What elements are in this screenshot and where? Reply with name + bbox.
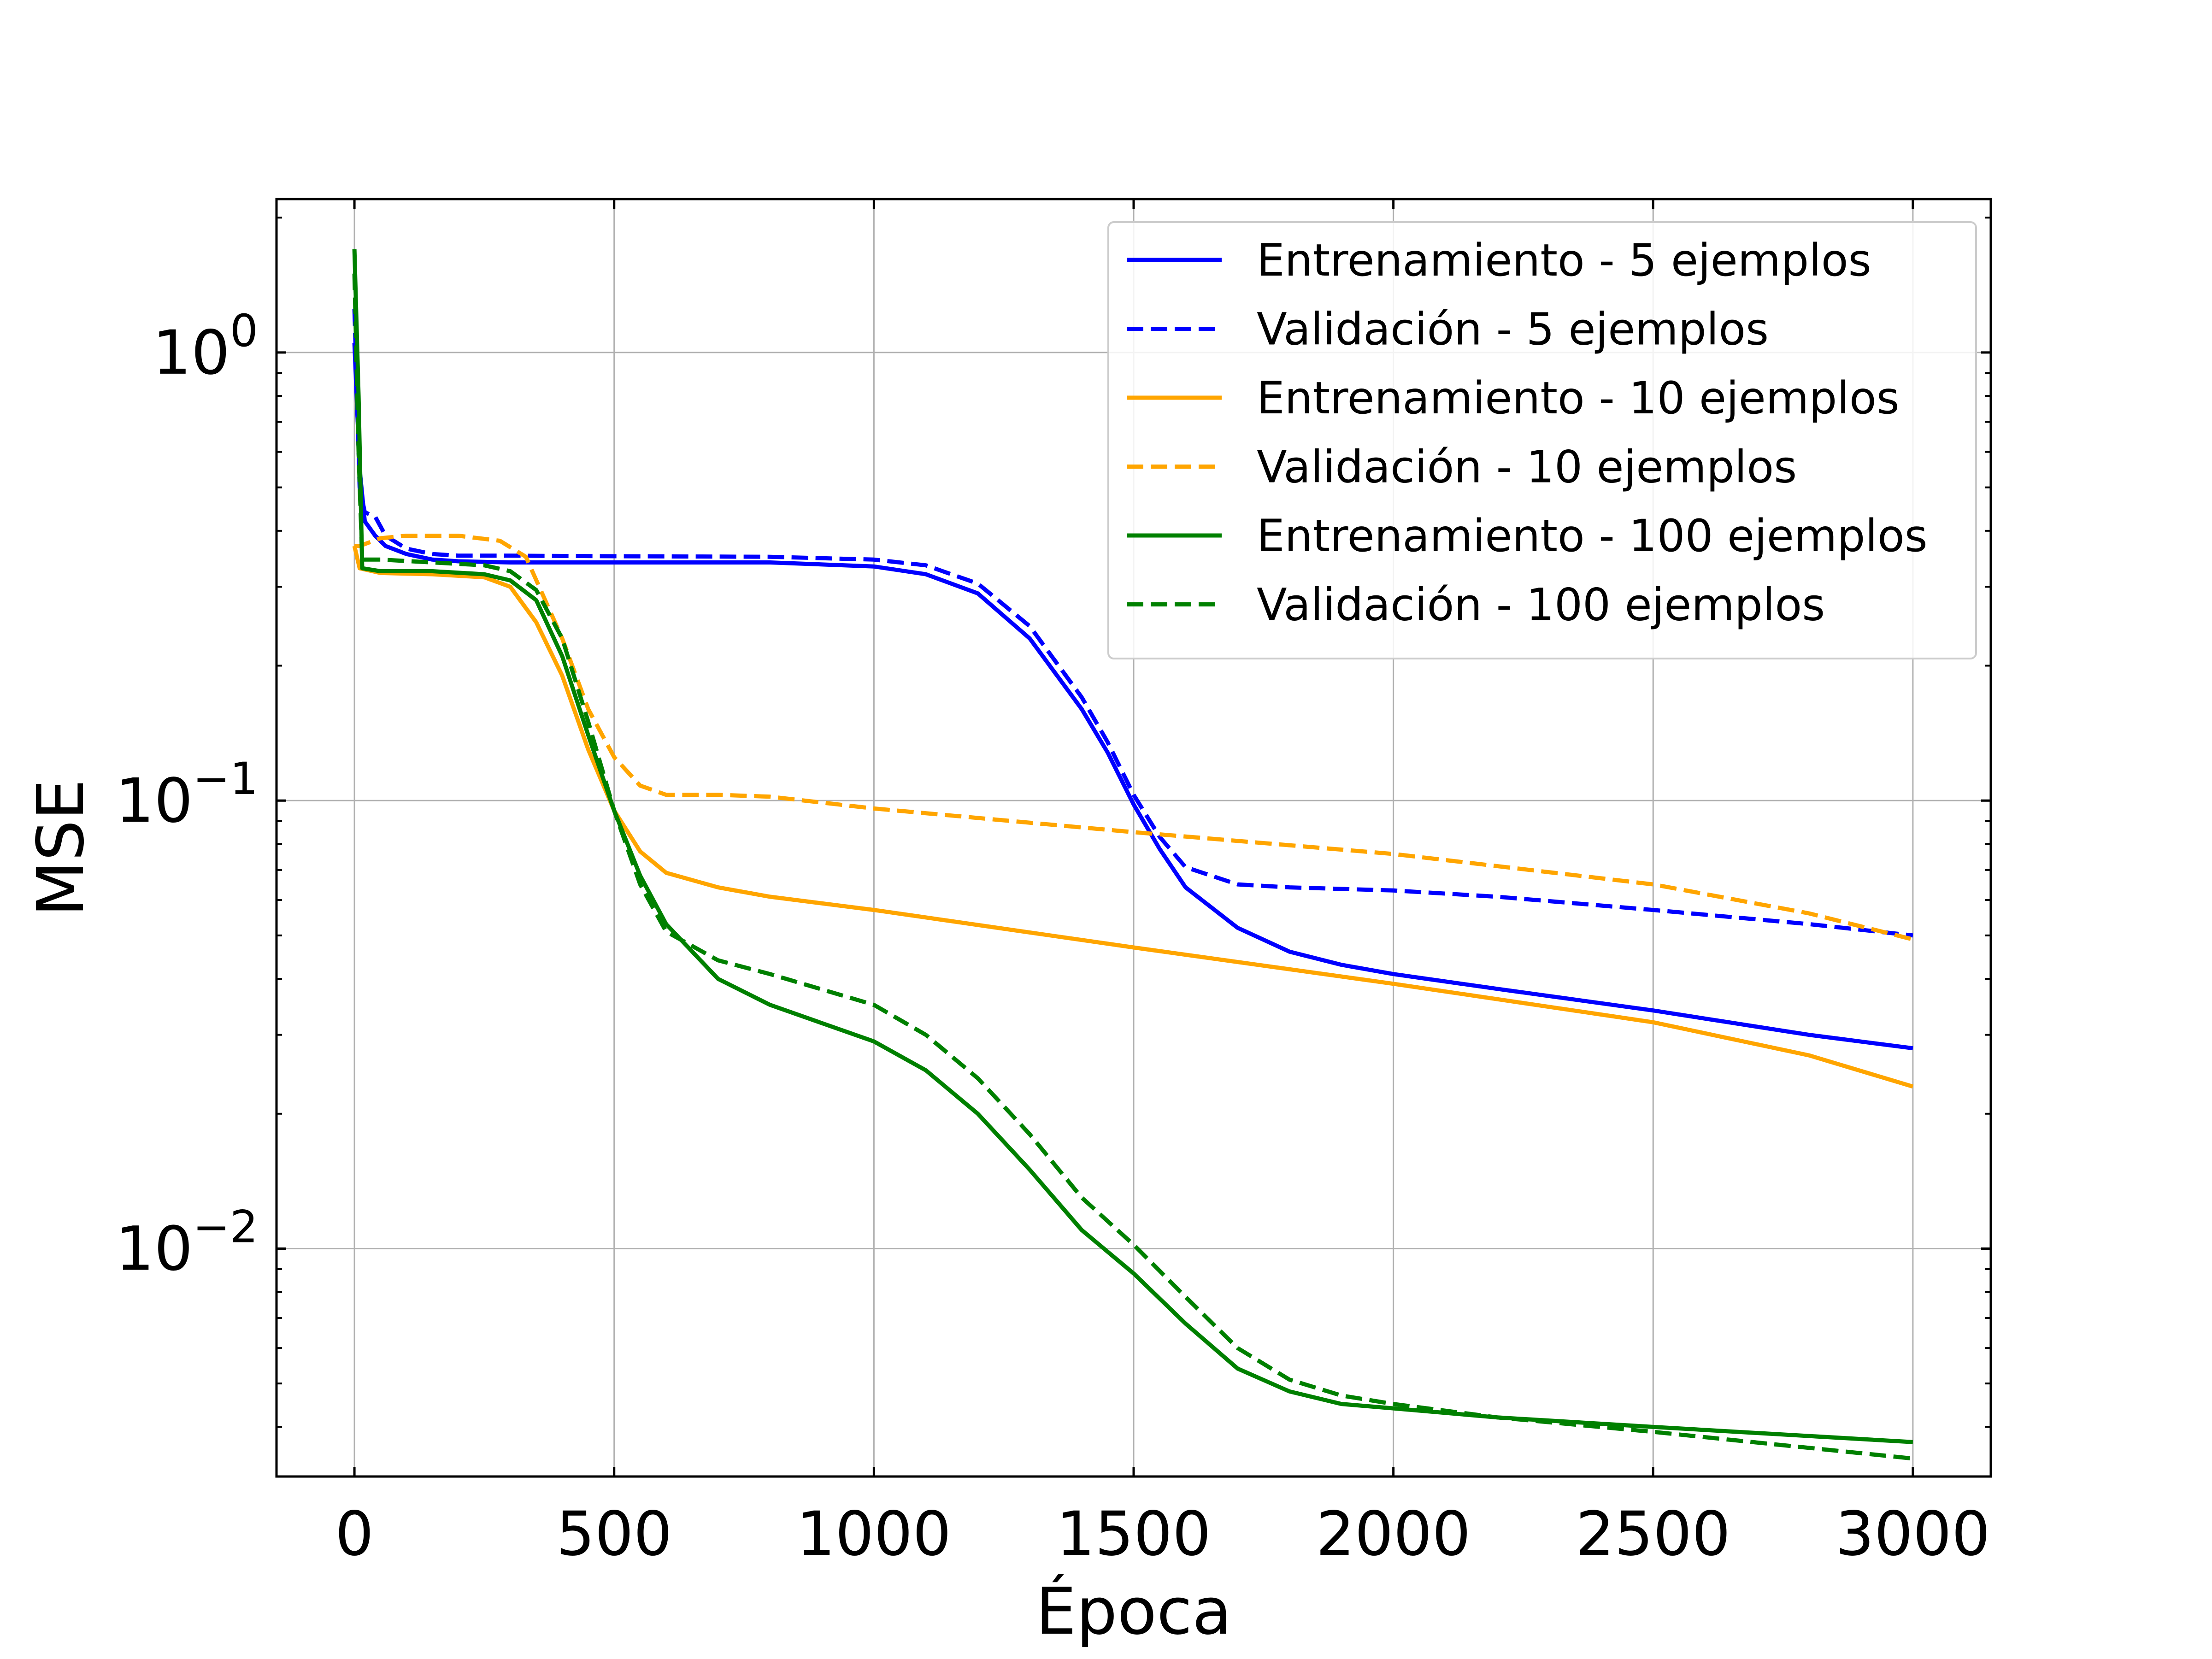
- y-tick-label: 100: [153, 305, 258, 388]
- legend-label: Entrenamiento - 100 ejemplos: [1257, 510, 1928, 562]
- legend: Entrenamiento - 5 ejemplos Validación - 5…: [1107, 221, 1977, 659]
- series-line-5: [352, 249, 1913, 1444]
- legend-label: Validación - 10 ejemplos: [1257, 441, 1797, 493]
- legend-label: Entrenamiento - 5 ejemplos: [1257, 235, 1871, 286]
- series-line-6: [352, 273, 1913, 1461]
- x-tick-label: 0: [335, 1499, 374, 1570]
- x-tick-label: 1000: [796, 1499, 951, 1570]
- legend-box: [1107, 221, 1977, 659]
- series-line-3: [352, 545, 1914, 1089]
- legend-label: Validación - 100 ejemplos: [1257, 579, 1825, 631]
- x-tick-label: 2500: [1576, 1499, 1730, 1570]
- series-line-1: [352, 343, 1913, 1051]
- grid: [276, 199, 1991, 1477]
- legend-label: Validación - 5 ejemplos: [1257, 304, 1769, 355]
- x-tick-label: 1500: [1056, 1499, 1211, 1570]
- y-tick-label: 10−2: [116, 1201, 258, 1284]
- tick-labels: 0 500 1000 1500 2000 2500 3000 100 10−1 10−2: [116, 305, 1990, 1570]
- series-lines: [352, 249, 1914, 1461]
- x-tick-label: 500: [556, 1499, 672, 1570]
- x-axis-label: Época: [1035, 1573, 1232, 1649]
- x-tick-label: 2000: [1316, 1499, 1471, 1570]
- axis-ticks: [276, 199, 1991, 1477]
- series-line-2: [352, 309, 1913, 938]
- series-line-4: [354, 534, 1913, 941]
- y-tick-label: 10−1: [116, 753, 258, 836]
- x-tick-label: 3000: [1835, 1499, 1990, 1570]
- y-axis-label: MSE: [24, 779, 99, 917]
- legend-label: Entrenamiento - 10 ejemplos: [1257, 372, 1900, 424]
